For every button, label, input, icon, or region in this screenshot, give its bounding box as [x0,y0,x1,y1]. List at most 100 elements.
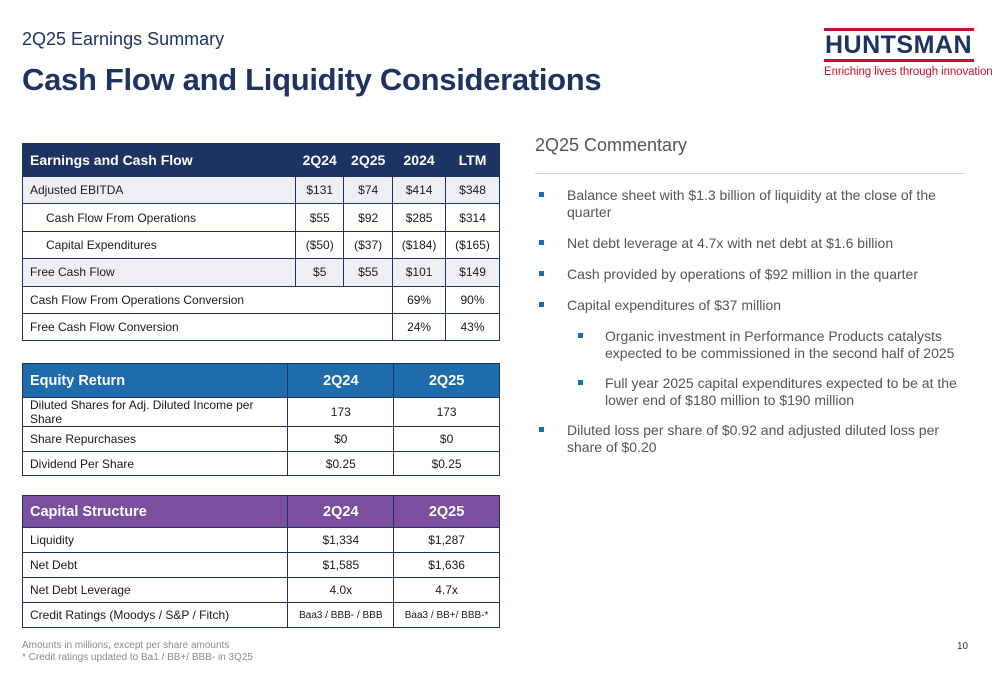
table-cell: 24% [392,312,447,342]
table-row: Free Cash Flow $5 $55 $101 $149 [21,258,500,287]
page-title: Cash Flow and Liquidity Considerations [22,62,602,97]
table-cell: $314 [445,203,500,232]
table-cell: 173 [287,397,395,427]
logo-bottom-bar [824,59,974,62]
bullet-square-icon [539,271,544,276]
table-header-cell: 2Q25 [343,143,394,177]
table-cell: $348 [445,175,500,205]
table-header-cell: 2Q24 [287,363,395,398]
table-cell: 173 [393,397,500,427]
table-header-cell: 2024 [392,143,447,177]
table-header-cell: 2Q24 [287,495,395,528]
table-header-cell: 2Q25 [393,363,500,398]
row-label: Cash Flow From Operations Conversion [21,285,394,314]
bullet-square-icon [539,427,544,432]
table-row: Diluted Shares for Adj. Diluted Income p… [21,397,500,427]
table-cell: 4.7x [393,577,500,603]
list-item: Cash provided by operations of $92 milli… [535,266,975,283]
table-header-cell: LTM [445,143,500,177]
bullet-square-icon [578,380,583,385]
bullet-square-icon [539,192,544,197]
table-header-cell: Capital Structure [21,495,289,528]
row-label: Net Debt [21,552,289,578]
table-header-row: Capital Structure 2Q24 2Q25 [21,495,500,528]
table-row: Liquidity $1,334 $1,287 [21,527,500,553]
capital-structure-table: Capital Structure 2Q24 2Q25 Liquidity $1… [21,495,500,628]
table-row: Capital Expenditures ($50) ($37) ($184) … [21,230,500,260]
table-cell: ($37) [343,230,394,260]
list-item: Diluted loss per share of $0.92 and adju… [535,422,975,456]
table-row: Adjusted EBITDA $131 $74 $414 $348 [21,175,500,205]
table-header-row: Equity Return 2Q24 2Q25 [21,363,500,398]
page-number: 10 [957,641,969,652]
table-header-cell: 2Q25 [393,495,500,528]
logo-wordmark: HUNTSMAN [825,31,973,59]
bullet-text: Capital expenditures of $37 million [567,297,782,313]
table-header-cell: Earnings and Cash Flow [21,143,297,177]
table-cell: $0 [287,426,395,452]
bullet-square-icon [539,240,544,245]
footnote-credit-ratings: * Credit ratings updated to Ba1 / BB+/ B… [22,652,253,663]
page-subtitle: 2Q25 Earnings Summary [22,29,225,49]
commentary-list: Balance sheet with $1.3 billion of liqui… [535,187,975,470]
table-cell: Baa3 / BB+/ BBB-* [393,602,500,628]
table-row: Cash Flow From Operations Conversion 69%… [21,285,500,314]
bullet-text: Cash provided by operations of $92 milli… [567,266,918,282]
logo-tagline: Enriching lives through innovation [824,66,993,78]
table-row: Free Cash Flow Conversion 24% 43% [21,312,500,342]
commentary-divider [535,173,964,174]
huntsman-logo: HUNTSMAN Enriching lives through innovat… [824,28,993,78]
table-cell: $74 [343,175,394,205]
row-label: Free Cash Flow Conversion [21,312,394,342]
row-label: Net Debt Leverage [21,577,289,603]
bullet-text: Balance sheet with $1.3 billion of liqui… [567,187,936,220]
list-item: Balance sheet with $1.3 billion of liqui… [535,187,975,221]
logo-top-bar [824,28,974,31]
sub-list-item: Full year 2025 capital expenditures expe… [535,375,975,409]
table-cell: $149 [445,258,500,287]
table-cell: $55 [295,203,345,232]
table-cell: $0.25 [393,450,500,477]
footnotes: Amounts in millions, except per share am… [22,640,253,664]
table-cell: 4.0x [287,577,395,603]
row-label: Dividend Per Share [21,450,289,477]
row-label: Adjusted EBITDA [21,175,297,205]
row-label: Diluted Shares for Adj. Diluted Income p… [21,397,289,427]
table-row: Net Debt Leverage 4.0x 4.7x [21,577,500,603]
table-row: Dividend Per Share $0.25 $0.25 [21,450,500,477]
row-label: Liquidity [21,527,289,553]
bullet-square-icon [539,302,544,307]
table-cell: $414 [392,175,447,205]
table-header-cell: Equity Return [21,363,289,398]
table-cell: $5 [295,258,345,287]
row-label: Free Cash Flow [21,258,297,287]
table-cell: 90% [445,285,500,314]
table-header-row: Earnings and Cash Flow 2Q24 2Q25 2024 LT… [21,143,500,177]
bullet-text: Net debt leverage at 4.7x with net debt … [567,235,894,251]
table-cell: Baa3 / BBB- / BBB [287,602,395,628]
table-header-cell: 2Q24 [295,143,345,177]
table-cell: $1,287 [393,527,500,553]
table-cell: $1,636 [393,552,500,578]
table-cell: ($50) [295,230,345,260]
table-row: Share Repurchases $0 $0 [21,426,500,452]
table-row: Cash Flow From Operations $55 $92 $285 $… [21,203,500,232]
table-cell: $92 [343,203,394,232]
footnote-amounts: Amounts in millions, except per share am… [22,640,230,651]
table-cell: 69% [392,285,447,314]
equity-return-table: Equity Return 2Q24 2Q25 Diluted Shares f… [21,363,500,477]
row-label: Credit Ratings (Moodys / S&P / Fitch) [21,602,289,628]
table-cell: ($165) [445,230,500,260]
table-cell: $131 [295,175,345,205]
list-item: Capital expenditures of $37 million [535,297,975,314]
table-cell: $1,334 [287,527,395,553]
bullet-text: Organic investment in Performance Produc… [605,328,955,361]
table-cell: $0.25 [287,450,395,477]
table-row: Net Debt $1,585 $1,636 [21,552,500,578]
sub-list-item: Organic investment in Performance Produc… [535,328,975,362]
table-cell: $1,585 [287,552,395,578]
table-row: Credit Ratings (Moodys / S&P / Fitch) Ba… [21,602,500,628]
bullet-square-icon [578,333,583,338]
row-label: Share Repurchases [21,426,289,452]
table-cell: ($184) [392,230,447,260]
